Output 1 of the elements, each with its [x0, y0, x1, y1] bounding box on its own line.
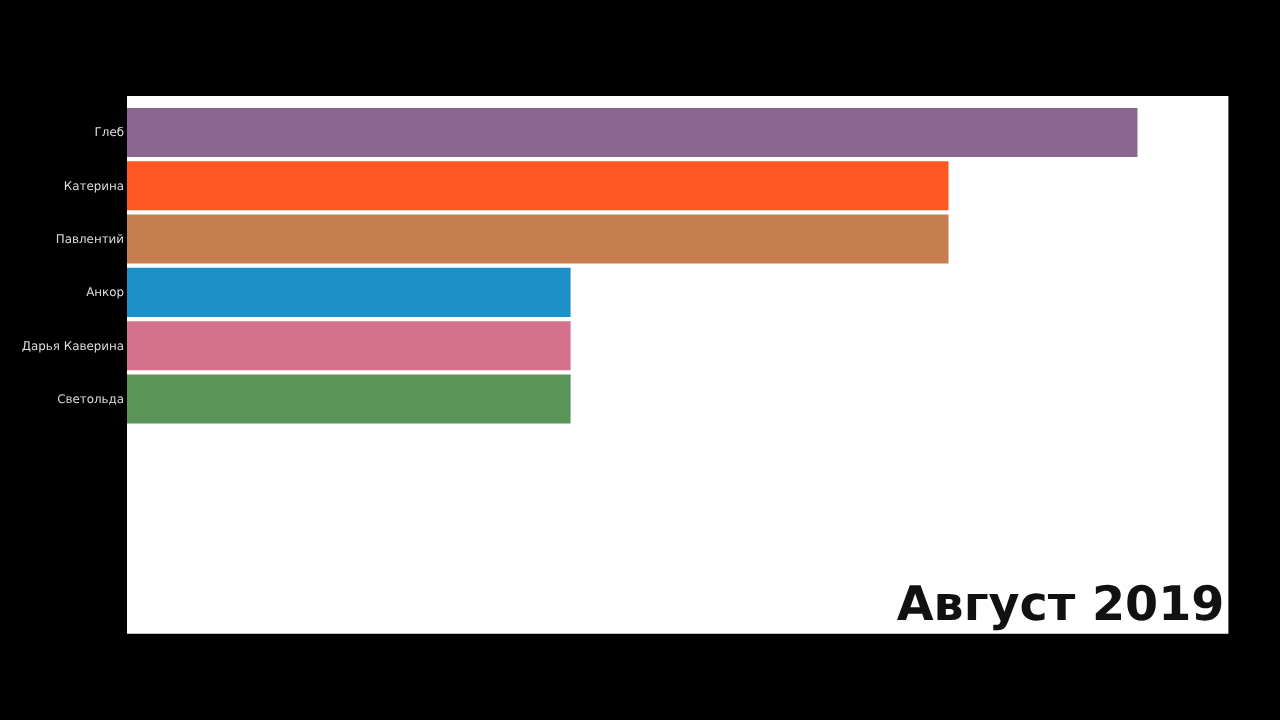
text: Август 2019	[896, 575, 1225, 632]
